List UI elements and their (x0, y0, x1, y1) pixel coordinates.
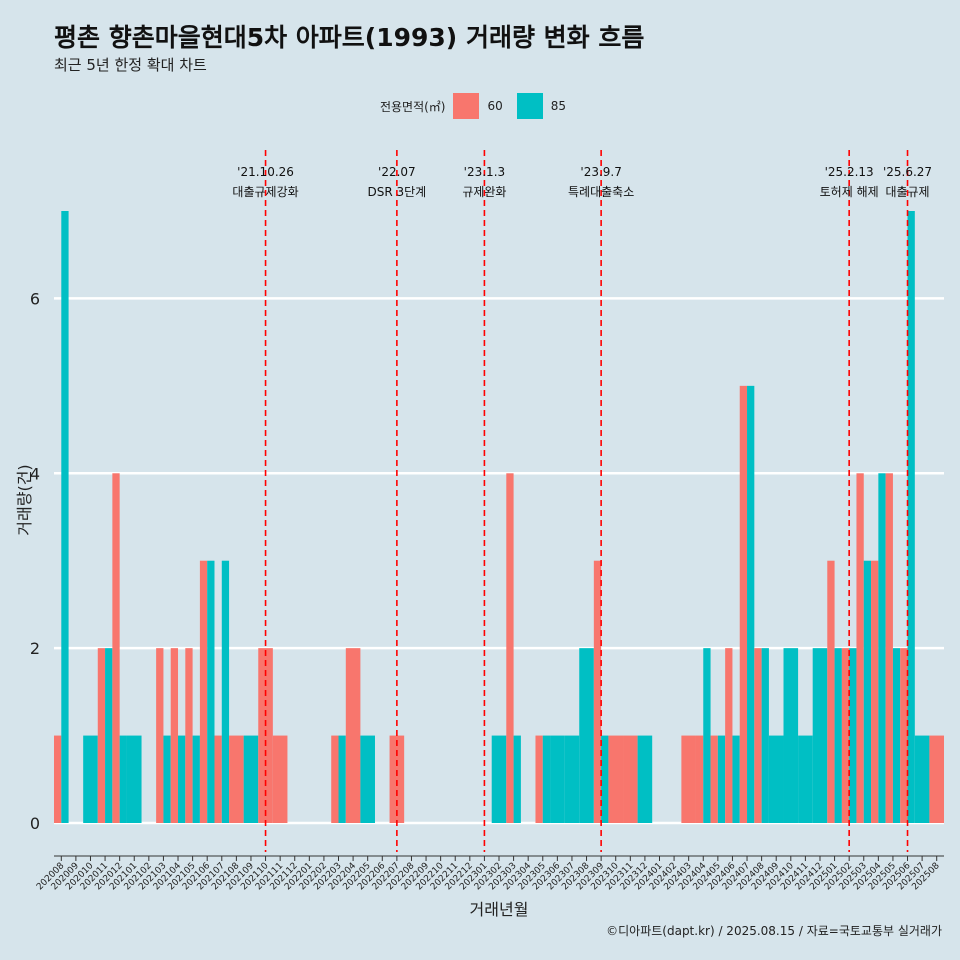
y-tick-label-2: 2 (30, 639, 40, 658)
bar-202309-60 (593, 560, 602, 823)
bar-202305-60 (535, 735, 543, 823)
bar-202012-85 (119, 735, 127, 823)
event-label-4: 토허제 해제 (820, 185, 879, 199)
bar-202412-85 (812, 648, 828, 823)
bar-202501-85 (834, 648, 842, 823)
bar-202403-60 (681, 735, 696, 823)
event-label-5: 대출규제 (885, 185, 929, 199)
bar-202203-85 (338, 735, 346, 823)
x-axis-title: 거래년월 (470, 900, 529, 919)
bar-202508-60 (929, 735, 944, 823)
bar-202310-60 (608, 735, 624, 823)
y-axis-title: 거래량(건) (15, 464, 34, 535)
bar-202311-60 (623, 735, 638, 823)
bar-202010-85 (83, 735, 98, 823)
bar-202105-60 (185, 648, 193, 823)
chart-title: 평촌 향촌마을현대5차 아파트(1993) 거래량 변화 흐름 (54, 23, 645, 52)
bar-202504-60 (871, 560, 879, 823)
chart-subtitle: 최근 5년 한정 확대 차트 (54, 56, 207, 74)
event-label-3: 특례대출축소 (568, 185, 634, 199)
bar-202109-85 (243, 735, 259, 823)
bar-202103-85 (163, 735, 171, 823)
legend-label-60: 60 (487, 99, 503, 113)
legend-label-85: 85 (550, 99, 567, 113)
bar-202409-85 (768, 735, 784, 823)
bar-202107-85 (221, 560, 230, 823)
event-date-0: '21.10.26 (237, 165, 294, 179)
bar-202501-60 (827, 560, 835, 823)
bar-202408-85 (761, 648, 769, 823)
event-date-1: '22.07 (378, 165, 416, 179)
bar-202405-60 (710, 735, 718, 823)
bar-202103-60 (156, 648, 164, 823)
bar-202106-60 (199, 560, 208, 823)
bar-202308-85 (579, 648, 594, 823)
bar-202411-85 (798, 735, 813, 823)
bar-202407-60 (739, 385, 748, 823)
bar-202107-60 (214, 735, 222, 823)
legend-key-85 (516, 93, 543, 119)
bar-202406-60 (725, 648, 733, 823)
bar-202104-60 (170, 648, 179, 823)
bar-202302-85 (491, 735, 507, 823)
bar-202505-85 (892, 648, 901, 823)
event-date-3: '23.9.7 (580, 165, 621, 179)
bar-202101-85 (126, 735, 142, 823)
bar-202204-60 (345, 648, 361, 823)
bar-202104-85 (178, 735, 186, 823)
bar-202306-85 (550, 735, 565, 823)
bar-202407-85 (747, 385, 755, 823)
event-date-2: '23.1.3 (464, 165, 505, 179)
bar-202507-85 (914, 735, 930, 823)
bar-202410-85 (783, 648, 799, 823)
bar-202307-85 (564, 735, 580, 823)
bar-202303-60 (506, 473, 514, 823)
event-date-5: '25.6.27 (883, 165, 932, 179)
bar-202408-60 (754, 648, 762, 823)
legend-title: 전용면적(㎡) (379, 99, 446, 114)
bar-202404-85 (703, 648, 711, 823)
bar-202205-85 (360, 735, 375, 823)
bar-202502-85 (849, 648, 857, 823)
bar-202012-60 (112, 473, 120, 823)
bar-202405-85 (717, 735, 726, 823)
bar-202312-85 (637, 735, 653, 823)
bar-202011-85 (105, 648, 113, 823)
event-label-2: 규제완화 (462, 185, 506, 199)
bar-202309-85 (601, 735, 609, 823)
event-date-4: '25.2.13 (825, 165, 874, 179)
bar-202108-60 (229, 735, 244, 823)
source-caption: ©디아파트(dapt.kr) / 2025.08.15 / 자료=국토교통부 실… (606, 924, 942, 938)
bar-202506-60 (900, 648, 908, 823)
bar-202406-85 (732, 735, 740, 823)
bar-202111-60 (272, 735, 288, 823)
y-tick-label-6: 6 (30, 289, 40, 308)
bar-202503-60 (856, 473, 864, 823)
bar-202305-85 (542, 735, 551, 823)
bar-202008-85 (61, 211, 69, 823)
bar-202502-60 (841, 648, 850, 823)
bar-202008-60 (54, 735, 62, 823)
bar-202203-60 (331, 735, 339, 823)
y-tick-label-4: 4 (30, 464, 40, 483)
bar-202303-85 (513, 735, 521, 823)
legend-key-60 (453, 93, 480, 119)
bar-202105-85 (192, 735, 200, 823)
event-label-1: DSR 3단계 (368, 185, 427, 199)
event-label-0: 대출규제강화 (232, 185, 298, 199)
bar-202506-85 (907, 211, 915, 823)
bar-202404-60 (695, 735, 704, 823)
bar-202011-60 (97, 648, 106, 823)
legend: 전용면적(㎡) 60 85 (0, 93, 960, 119)
bar-202504-85 (878, 473, 886, 823)
bar-202207-60 (389, 735, 405, 823)
bar-202503-85 (863, 560, 872, 823)
y-tick-label-0: 0 (30, 814, 40, 833)
bar-202505-60 (885, 473, 893, 823)
bar-202106-85 (207, 560, 215, 823)
